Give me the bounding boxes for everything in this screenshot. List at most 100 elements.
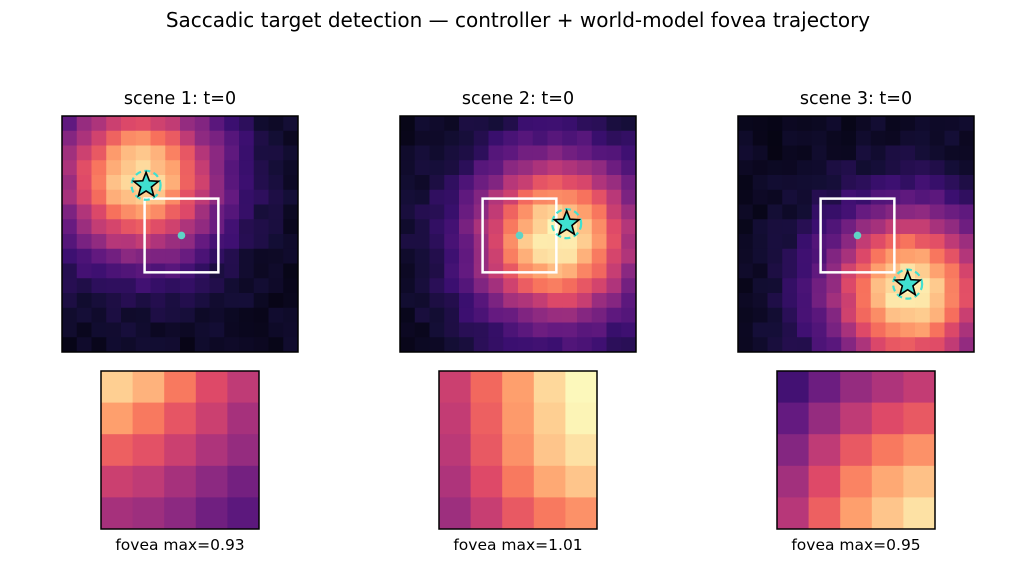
heatmap-cell xyxy=(400,204,416,220)
fovea-cell xyxy=(777,402,809,435)
heatmap-cell xyxy=(268,307,284,323)
heatmap-cell xyxy=(503,130,519,146)
heatmap-cell xyxy=(915,263,931,279)
heatmap-cell xyxy=(577,278,593,294)
fovea-box xyxy=(143,197,220,274)
scene-panel-3: scene 3: t=0 xyxy=(737,89,975,353)
heatmap-cell xyxy=(577,189,593,205)
heatmap-cell xyxy=(944,322,960,338)
fovea-frame xyxy=(776,370,936,530)
heatmap-cell xyxy=(518,263,534,279)
heatmap-cell xyxy=(239,248,255,264)
scene-frame xyxy=(61,115,299,353)
heatmap-cell xyxy=(429,145,445,161)
heatmap-cell xyxy=(429,116,445,132)
heatmap-cell xyxy=(194,278,210,294)
heatmap-cell xyxy=(209,175,225,191)
heatmap-cell xyxy=(253,263,269,279)
fovea-caption: fovea max=0.93 xyxy=(115,536,244,554)
heatmap-cell xyxy=(621,130,637,146)
heatmap-cell xyxy=(811,160,827,176)
heatmap-cell xyxy=(738,307,754,323)
heatmap-cell xyxy=(606,337,622,353)
heatmap-cell xyxy=(915,248,931,264)
heatmap-cell xyxy=(121,278,137,294)
heatmap-cell xyxy=(752,116,768,132)
heatmap-cell xyxy=(577,175,593,191)
heatmap-cell xyxy=(488,293,504,309)
heatmap-cell xyxy=(165,219,181,235)
fovea-cell xyxy=(871,465,904,498)
heatmap-cell xyxy=(767,189,783,205)
heatmap-cell xyxy=(562,322,578,338)
heatmap-cell xyxy=(165,234,181,250)
fovea-cell xyxy=(132,434,165,467)
heatmap-cell xyxy=(150,234,166,250)
fovea-cell xyxy=(101,497,133,530)
heatmap-cell xyxy=(180,263,196,279)
heatmap-cell xyxy=(547,175,563,191)
heatmap-cell xyxy=(150,189,166,205)
heatmap-cell xyxy=(165,130,181,146)
fovea-cell xyxy=(777,465,809,498)
heatmap-cell xyxy=(62,219,78,235)
heatmap-cell xyxy=(811,116,827,132)
heatmap-cell xyxy=(253,189,269,205)
heatmap-cell xyxy=(503,337,519,353)
heatmap-cell xyxy=(414,145,430,161)
heatmap-cell xyxy=(224,278,240,294)
heatmap-cell xyxy=(944,116,960,132)
heatmap-cell xyxy=(268,234,284,250)
fovea-frame xyxy=(100,370,260,530)
heatmap-cell xyxy=(180,248,196,264)
heatmap-cell xyxy=(547,116,563,132)
heatmap-cell xyxy=(826,189,842,205)
heatmap-cell xyxy=(253,130,269,146)
heatmap-cell xyxy=(738,278,754,294)
fovea-frame xyxy=(438,370,598,530)
heatmap-cell xyxy=(518,130,534,146)
heatmap-cell xyxy=(606,278,622,294)
heatmap-cell xyxy=(532,130,548,146)
heatmap-cell xyxy=(209,322,225,338)
heatmap-cell xyxy=(738,322,754,338)
heatmap-cell xyxy=(959,130,975,146)
heatmap-cell xyxy=(591,204,607,220)
heatmap-cell xyxy=(400,116,416,132)
heatmap-cell xyxy=(209,248,225,264)
heatmap-cell xyxy=(400,307,416,323)
heatmap-cell xyxy=(518,145,534,161)
heatmap-cell xyxy=(106,189,122,205)
heatmap-cell xyxy=(503,116,519,132)
heatmap-cell xyxy=(621,337,637,353)
heatmap-cell xyxy=(841,130,857,146)
heatmap-cell xyxy=(929,278,945,294)
fovea-center-marker xyxy=(853,231,862,240)
heatmap-cell xyxy=(268,189,284,205)
heatmap-cell xyxy=(841,116,857,132)
heatmap-cell xyxy=(268,175,284,191)
heatmap-cell xyxy=(782,307,798,323)
heatmap-cell xyxy=(180,322,196,338)
fovea-cell xyxy=(132,497,165,530)
fovea-cell xyxy=(903,434,936,467)
heatmap-cell xyxy=(473,160,489,176)
fovea-cell xyxy=(808,434,841,467)
heatmap-cell xyxy=(76,263,92,279)
scene-frame xyxy=(737,115,975,353)
fovea-cell xyxy=(470,465,503,498)
heatmap-cell xyxy=(503,278,519,294)
heatmap-cell xyxy=(518,278,534,294)
heatmap-cell xyxy=(797,145,813,161)
heatmap-cell xyxy=(268,322,284,338)
heatmap-cell xyxy=(503,160,519,176)
heatmap-cell xyxy=(253,248,269,264)
fovea-cell xyxy=(101,402,133,435)
heatmap-cell xyxy=(606,293,622,309)
heatmap-cell xyxy=(870,278,886,294)
fovea-cell xyxy=(502,465,535,498)
heatmap-cell xyxy=(253,116,269,132)
heatmap-cell xyxy=(135,116,151,132)
fovea-cell xyxy=(871,497,904,530)
heatmap-cell xyxy=(165,189,181,205)
